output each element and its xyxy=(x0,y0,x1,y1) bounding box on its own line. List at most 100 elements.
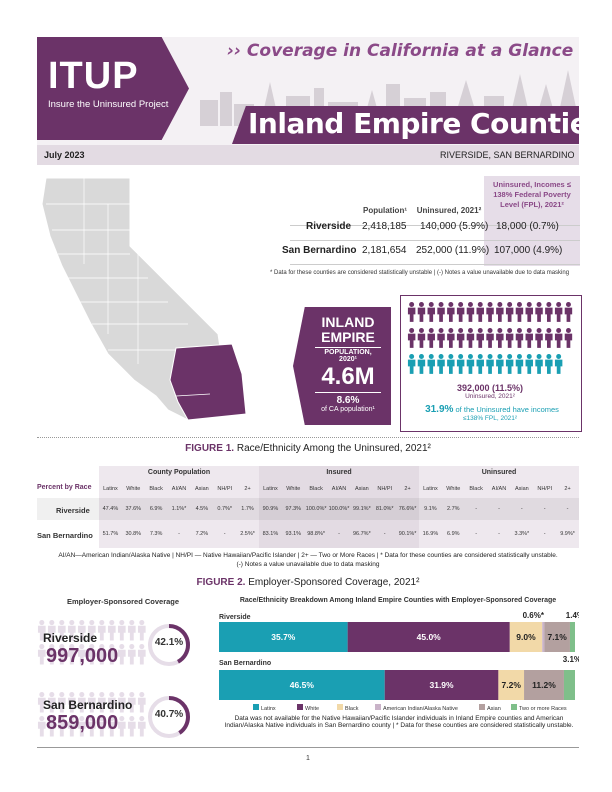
person-icon-uninsured xyxy=(466,328,475,348)
column-header-asian: Asian xyxy=(514,486,529,492)
fig1-row-label-riverside: Riverside xyxy=(56,506,90,515)
bar-data-label: 31.9% xyxy=(429,680,454,690)
person-icon-uninsured xyxy=(505,302,514,322)
low-income-share-text2: ≤138% FPL, 2021² xyxy=(462,415,518,422)
table-cell: 9.1% xyxy=(424,506,437,512)
person-icon-uninsured xyxy=(447,328,455,348)
population-table-note: * Data for these counties are considered… xyxy=(270,270,570,276)
uninsured-group-bg xyxy=(419,466,579,548)
table-cell: - xyxy=(520,506,523,512)
title-bar xyxy=(232,106,579,144)
bar-segment-black xyxy=(498,670,525,700)
bar-data-label: 46.5% xyxy=(290,680,315,690)
person-icon-uninsured xyxy=(417,328,426,348)
column-header-white: White xyxy=(126,486,141,492)
table-cell: 2.7% xyxy=(446,506,460,512)
footer-rule xyxy=(37,747,579,748)
riverside-population: 2,418,185 xyxy=(362,221,407,232)
group-header-uninsured: Uninsured xyxy=(481,469,517,476)
person-icon-low-income xyxy=(466,354,475,374)
person-icon-uninsured xyxy=(554,302,563,322)
person-icon-uninsured xyxy=(554,328,563,348)
table-cell: 98.8%* xyxy=(307,531,325,537)
person-icon-uninsured xyxy=(515,302,524,322)
person-icon-uninsured xyxy=(515,328,524,348)
ie-population-label: POPULATION, 2020¹ xyxy=(315,347,381,363)
person-icon-low-income xyxy=(554,354,563,374)
table-cell: 1.1%* xyxy=(171,506,187,512)
group-header-county-population: County Population xyxy=(147,469,211,476)
legend-swatch xyxy=(511,704,517,710)
fig1-row-label-san-bernardino: San Bernardino xyxy=(37,531,93,540)
person-icon-background xyxy=(127,692,136,713)
fig2-riverside-value: 997,000 xyxy=(46,645,119,667)
bar-data-label: 45.0% xyxy=(417,632,442,642)
person-icon-uninsured xyxy=(525,328,533,348)
person-icon-low-income xyxy=(545,354,553,374)
riverside-people-bg xyxy=(37,620,146,665)
riverside-uninsured: 140,000 (5.9%) xyxy=(420,221,489,232)
table-cell: 96.7%* xyxy=(352,531,371,537)
ie-population-value: 4.6M xyxy=(321,363,375,390)
sub-bar xyxy=(37,145,579,165)
bar-segment-white xyxy=(384,670,499,700)
table-cell: 100.0%* xyxy=(305,506,327,512)
page-number: 1 xyxy=(306,755,310,762)
person-icon-uninsured xyxy=(486,302,494,322)
person-icon-background xyxy=(97,620,106,641)
legend-swatch xyxy=(375,704,381,710)
low-income-share-pct: 31.9% xyxy=(425,404,454,415)
bar-segment-asian xyxy=(544,622,570,652)
column-header-ai-an: AI/AN xyxy=(491,486,507,492)
legend-item: Latinx xyxy=(253,704,276,712)
table-cell: 51.7% xyxy=(102,531,119,537)
table-cell: - xyxy=(475,506,478,512)
ie-label-line1: INLAND xyxy=(321,314,375,330)
bar-segment-latinx xyxy=(219,670,385,700)
person-icon-background xyxy=(77,644,86,665)
table-cell: - xyxy=(383,531,386,537)
person-icon-low-income xyxy=(437,354,445,374)
employer-coverage-right-title: Race/Ethnicity Breakdown Among Inland Em… xyxy=(239,597,557,604)
person-icon-uninsured xyxy=(417,302,426,322)
inland-empire-region xyxy=(169,343,247,421)
page-title: Inland Empire Counties xyxy=(248,107,605,140)
person-icon-background xyxy=(37,644,46,665)
person-icon-background xyxy=(117,620,126,641)
table-divider xyxy=(290,240,580,241)
bar-data-label: 7.1% xyxy=(547,632,567,642)
logo-subtitle: Insure the Uninsured Project xyxy=(48,99,169,110)
table-cell: 6.9% xyxy=(149,506,163,512)
ie-percent: 8.6% xyxy=(315,392,381,406)
legend-swatch xyxy=(253,704,259,710)
legend-swatch xyxy=(479,704,485,710)
person-icon-low-income xyxy=(505,354,514,374)
person-icon-background xyxy=(117,716,126,737)
person-icon-uninsured xyxy=(525,302,533,322)
population-header: Population¹ xyxy=(363,206,407,215)
fig2-riverside-pct: 42.1% xyxy=(154,637,184,648)
table-cell: 76.6%* xyxy=(398,506,417,512)
table-cell: - xyxy=(543,506,546,512)
person-icon-uninsured xyxy=(456,302,465,322)
figure1-prefix: FIGURE 1. xyxy=(185,443,235,454)
legend-item: American Indian/Alaska Native xyxy=(375,704,458,712)
person-icon-uninsured xyxy=(545,302,553,322)
person-icon-uninsured xyxy=(427,328,435,348)
table-cell: - xyxy=(223,531,226,537)
section-divider xyxy=(37,437,579,438)
column-header-2-: 2+ xyxy=(564,486,571,492)
fig2-san-bernardino-value: 859,000 xyxy=(46,712,119,734)
group-header-insured: Insured xyxy=(326,469,352,476)
legend-item: Two or more Races xyxy=(511,704,567,712)
person-icon-uninsured xyxy=(476,328,484,348)
fig2-san-bernardino-name: San Bernardino xyxy=(43,698,133,712)
fig2-san-bernardino-pct: 40.7% xyxy=(154,709,184,720)
table-cell: 47.4% xyxy=(102,506,119,512)
person-icon-low-income xyxy=(476,354,484,374)
table-cell: 90.1%* xyxy=(398,531,417,537)
person-icon-low-income xyxy=(515,354,524,374)
person-icon-background xyxy=(107,620,116,641)
column-header-nh-pi: NH/PI xyxy=(377,486,393,492)
figure2-title: FIGURE 2. Employer-Sponsored Coverage, 2… xyxy=(37,577,579,588)
